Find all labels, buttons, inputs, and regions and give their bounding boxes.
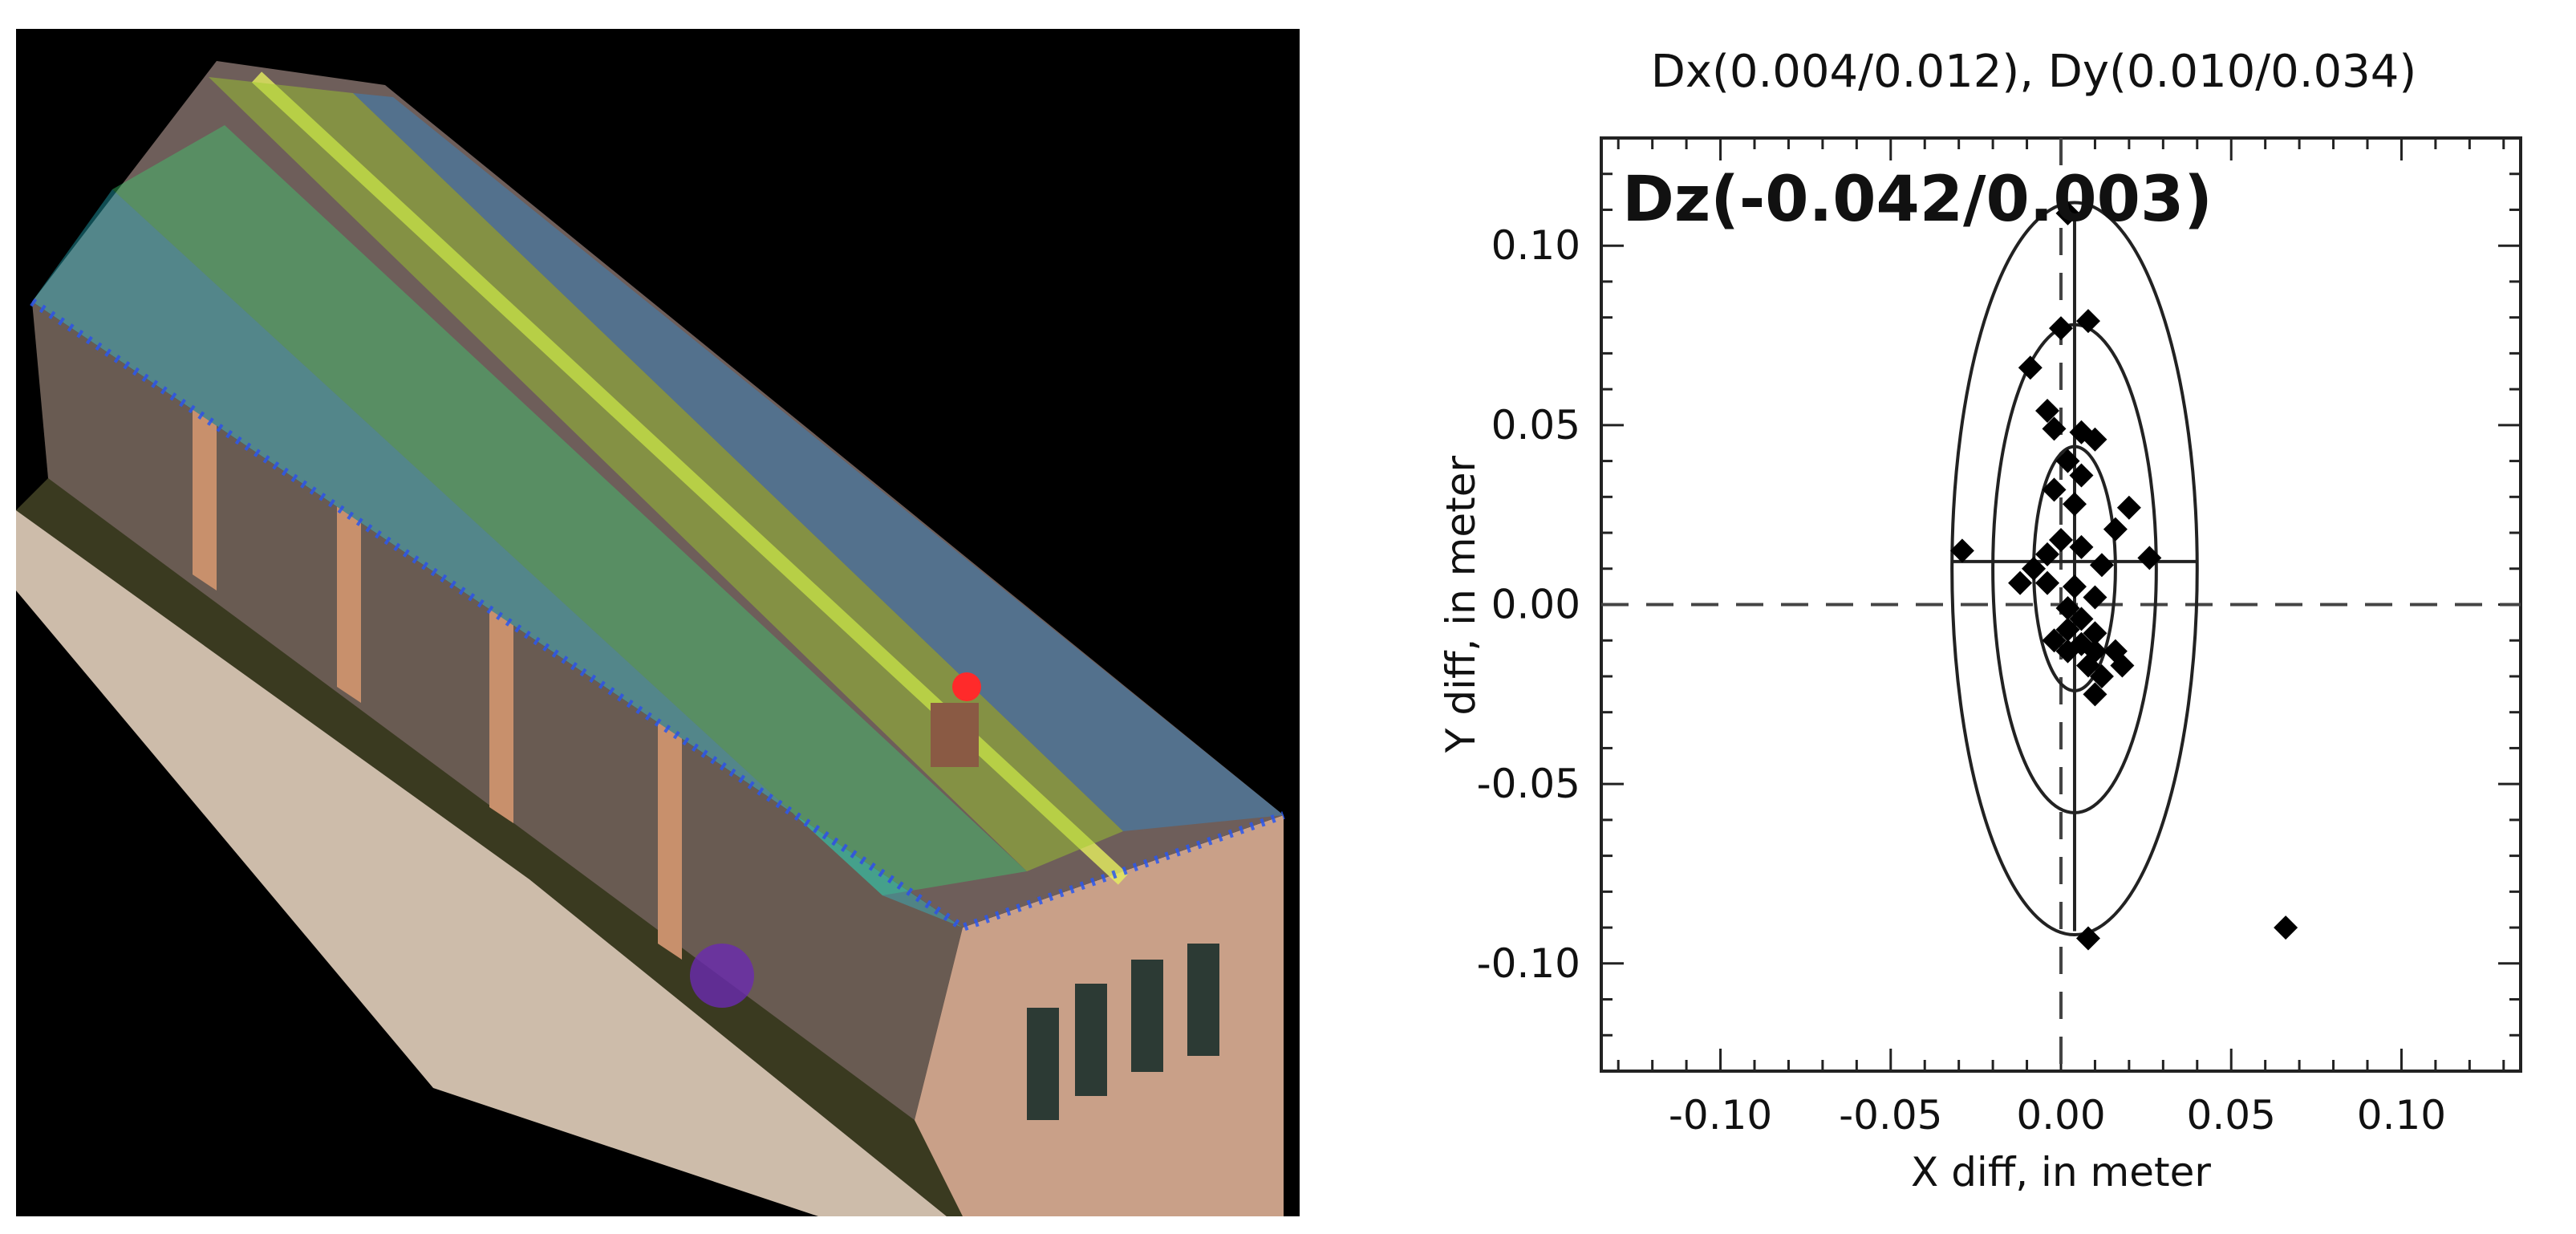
x-tick-label: -0.05 [1839, 1092, 1942, 1139]
data-point [2018, 355, 2043, 380]
error-ellipse [1950, 201, 2199, 937]
data-point [2069, 534, 2094, 559]
data-point [2116, 495, 2141, 520]
data-point [2049, 527, 2073, 552]
data-point [2062, 492, 2087, 517]
y-tick-label: 0.10 [1491, 222, 1580, 269]
building-point-cloud-illustration [16, 29, 1300, 1216]
data-point [2008, 570, 2033, 595]
data-point [2055, 617, 2080, 642]
data-point [2083, 585, 2107, 610]
y-tick-label: -0.10 [1477, 940, 1580, 987]
data-point [2069, 463, 2094, 488]
x-axis-label: X diff, in meter [1911, 1149, 2211, 1195]
data-point [2083, 639, 2107, 664]
data-point [2055, 449, 2080, 473]
data-point [2055, 595, 2080, 620]
data-point [2035, 398, 2060, 423]
data-point [2069, 607, 2094, 631]
data-point [2042, 477, 2067, 502]
data-point [2042, 416, 2067, 441]
dz-annotation: Dz(-0.042/0.003) [1622, 164, 2213, 236]
data-point [2089, 553, 2114, 578]
data-point [2089, 664, 2114, 688]
chart-title: Dx(0.004/0.012), Dy(0.010/0.034) [1651, 46, 2417, 98]
data-point [2035, 542, 2060, 566]
y-tick-label: 0.05 [1491, 402, 1580, 449]
data-point [2069, 420, 2094, 444]
data-point [2055, 201, 2080, 225]
point-cloud-image [16, 29, 1300, 1216]
tick-labels: -0.10 -0.05 0.00 0.05 0.10 0.10 0.05 0.00 -0.05 -… [1477, 222, 2446, 1139]
data-point [2075, 309, 2100, 334]
data-point [2042, 628, 2067, 653]
data-point [2075, 653, 2100, 678]
y-tick-label: -0.05 [1477, 761, 1580, 807]
data-points [1949, 201, 2298, 951]
x-tick-label: -0.10 [1669, 1092, 1772, 1139]
x-tick-label: 0.10 [2357, 1092, 2446, 1139]
data-point [2137, 546, 2162, 570]
x-tick-label: 0.00 [2016, 1092, 2105, 1139]
data-point [2022, 556, 2047, 581]
y-axis-label: Y diff, in meter [1438, 455, 1484, 753]
data-point [2110, 653, 2135, 678]
data-point [2035, 570, 2060, 595]
scatter-plot-panel: Dx(0.004/0.012), Dy(0.010/0.034) Dz(-0.0… [1364, 0, 2576, 1234]
data-point [2055, 639, 2080, 664]
data-point [2075, 926, 2100, 951]
data-point [2083, 621, 2107, 646]
x-tick-label: 0.05 [2187, 1092, 2276, 1139]
data-point [1949, 538, 1974, 563]
data-point [2049, 316, 2073, 341]
y-tick-label: 0.00 [1491, 582, 1580, 628]
data-point [2062, 574, 2087, 599]
data-point [2274, 915, 2298, 940]
data-point [2083, 427, 2107, 452]
difference-scatter-chart: Dx(0.004/0.012), Dy(0.010/0.034) Dz(-0.0… [1438, 46, 2522, 1195]
data-point [2103, 517, 2128, 542]
data-point [2083, 682, 2107, 707]
mean-cross [1952, 209, 2197, 932]
